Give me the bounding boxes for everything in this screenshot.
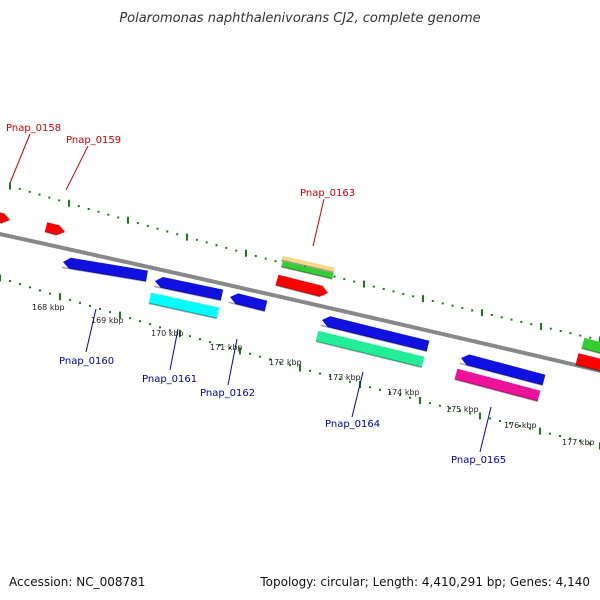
reverse-gene-labels: Pnap_0160 Pnap_0161 Pnap_0162 Pnap_0164 … [59, 308, 506, 466]
gene-feature-pnap-0161-shade [153, 285, 222, 302]
gene-feature-pnap-0159[interactable] [44, 222, 65, 236]
gene-feature-pnap-0164b-shade [315, 340, 422, 369]
gene-feature-pnap-0161b[interactable] [148, 292, 220, 320]
gene-feature-pnap-0161[interactable] [153, 277, 224, 302]
genome-backbone [0, 232, 600, 373]
gene-feature-edge-green-body [581, 337, 600, 354]
kbp-label: 173 kbp [328, 373, 361, 382]
gene-feature-pnap-0160-shade [61, 266, 147, 283]
gene-feature-pnap-0158-body [0, 212, 10, 224]
gene-feature-pnap-0163-a-shade [281, 259, 334, 274]
kbp-label: 176 kbp [504, 421, 537, 430]
gene-feature-pnap-0158-shade [0, 221, 3, 224]
gene-label[interactable]: Pnap_0162 [200, 388, 255, 399]
tick-layer [0, 182, 600, 450]
gene-feature-pnap-0159-body [44, 222, 65, 236]
gene-feature-pnap-0165-body [461, 354, 546, 386]
gene-feature-pnap-0158[interactable] [0, 211, 10, 224]
label-leader [9, 133, 31, 184]
map-title: Polaromonas naphthalenivorans CJ2, compl… [119, 11, 480, 26]
gene-feature-edge-green[interactable] [581, 337, 600, 355]
gene-label[interactable]: Pnap_0165 [451, 455, 506, 466]
kbp-labels: 168 kbp 169 kbp 170 kbp 171 kbp 172 kbp … [32, 303, 595, 447]
gene-feature-pnap-0161-body [155, 277, 224, 301]
label-leader [312, 198, 325, 247]
gene-feature-pnap-0163-shade [275, 284, 321, 298]
label-leader [85, 308, 97, 353]
gene-label[interactable]: Pnap_0164 [325, 419, 380, 430]
gene-feature-edge-red-shade [575, 364, 600, 372]
label-leader [65, 145, 89, 191]
gene-feature-pnap-0161b-shade [148, 302, 217, 320]
forward-gene-labels: Pnap_0158 Pnap_0159 Pnap_0163 [6, 123, 355, 247]
gene-feature-pnap-0162-shade [228, 301, 265, 313]
gene-feature-pnap-0160[interactable] [61, 257, 148, 283]
kbp-label: 177 kbp [562, 438, 595, 447]
gene-label[interactable]: Pnap_0163 [300, 188, 355, 199]
gene-label[interactable]: Pnap_0161 [142, 374, 197, 385]
kbp-label: 170 kbp [151, 329, 184, 338]
kbp-label: 174 kbp [387, 388, 420, 397]
kbp-label: 172 kbp [269, 358, 302, 367]
gene-feature-pnap-0163-a[interactable] [281, 255, 335, 274]
gene-feature-pnap-0159-shade [44, 231, 58, 236]
gene-feature-pnap-0162-body [230, 293, 268, 312]
gene-feature-pnap-0163-body [275, 274, 328, 297]
gene-feature-pnap-0163-a-body [281, 255, 335, 273]
gene-feature-pnap-0165b-shade [454, 378, 538, 403]
kbp-label: 169 kbp [91, 316, 124, 325]
label-leader [227, 338, 238, 386]
gene-feature-pnap-0165-shade [459, 362, 543, 387]
gene-feature-pnap-0162[interactable] [228, 293, 268, 313]
kbp-label: 171 kbp [210, 343, 243, 352]
gene-feature-pnap-0163-b[interactable] [281, 261, 334, 280]
gene-feature-pnap-0165b[interactable] [454, 368, 541, 403]
gene-feature-pnap-0160-body [63, 257, 148, 282]
label-leader [169, 328, 179, 371]
gene-feature-pnap-0164-shade [320, 324, 427, 353]
gene-feature-pnap-0161b-body [148, 292, 220, 319]
gene-feature-pnap-0164-body [322, 316, 430, 352]
gene-feature-pnap-0163-b-shade [281, 266, 333, 280]
gene-feature-pnap-0163-b-body [281, 261, 334, 279]
kbp-label: 168 kbp [32, 303, 65, 312]
gene-label[interactable]: Pnap_0160 [59, 356, 114, 367]
gene-label[interactable]: Pnap_0158 [6, 123, 61, 134]
kbp-label: 175 kbp [446, 405, 479, 414]
gene-feature-pnap-0164b-body [315, 330, 425, 368]
accession-text: Accession: NC_008781 [9, 575, 145, 589]
label-leader [479, 406, 492, 453]
feature-layer [0, 211, 600, 403]
gene-feature-pnap-0164b[interactable] [315, 330, 425, 369]
gene-label[interactable]: Pnap_0159 [66, 135, 121, 146]
gene-feature-pnap-0165b-body [454, 368, 541, 402]
gene-feature-pnap-0165[interactable] [459, 354, 546, 387]
gene-feature-pnap-0163[interactable] [275, 274, 328, 298]
label-leader [351, 371, 364, 418]
gene-feature-pnap-0164[interactable] [320, 316, 430, 353]
gene-feature-edge-red[interactable] [575, 353, 600, 372]
topology-text: Topology: circular; Length: 4,410,291 bp… [259, 575, 590, 589]
gene-feature-edge-red-body [575, 353, 600, 371]
